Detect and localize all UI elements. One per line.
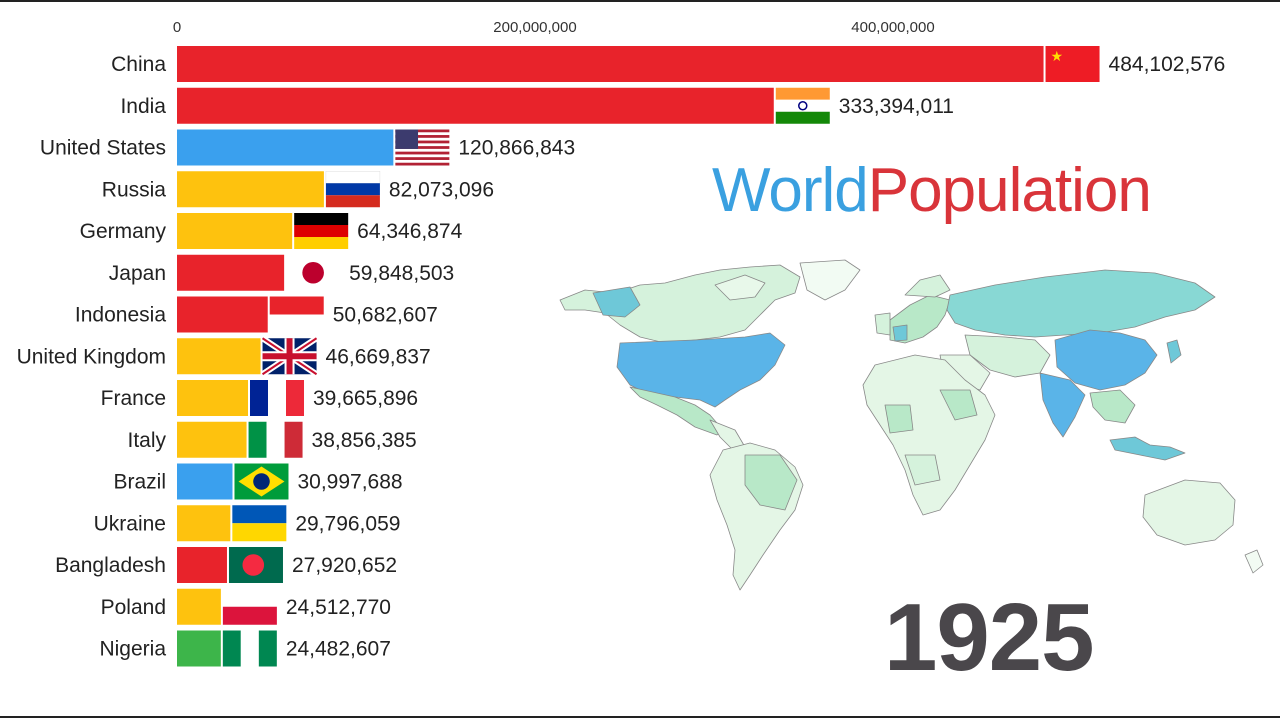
bar	[177, 338, 261, 375]
category-label: Japan	[109, 262, 166, 285]
value-label: 59,848,503	[349, 262, 454, 285]
bar-row: Italy 38,856,385	[127, 421, 417, 458]
nigeria-flag-icon	[222, 630, 277, 667]
category-label: United Kingdom	[17, 345, 166, 368]
x-tick-label: 400,000,000	[851, 19, 934, 36]
value-label: 30,997,688	[297, 471, 402, 494]
bar	[177, 380, 249, 416]
bar	[177, 296, 268, 333]
japan-flag-icon	[286, 254, 341, 291]
category-label: Italy	[127, 429, 166, 452]
italy-flag-icon	[248, 421, 303, 458]
category-label: Germany	[80, 220, 167, 243]
category-label: Brazil	[113, 471, 166, 494]
value-label: 46,669,837	[326, 345, 431, 368]
value-label: 27,920,652	[292, 554, 397, 577]
bar	[177, 46, 1044, 82]
bar-row: Indonesia 50,682,607	[75, 296, 438, 333]
bottom-border	[0, 716, 1280, 718]
india-flag-icon	[775, 87, 830, 124]
bar	[177, 254, 285, 291]
value-label: 484,102,576	[1109, 53, 1226, 76]
brazil-flag-icon	[234, 463, 289, 500]
bar-row: France 39,665,896	[101, 380, 418, 416]
usa-flag-icon	[395, 129, 450, 166]
bars: China ★ 484,102,576 India 333,394,011 United …	[17, 46, 1225, 667]
bangladesh-flag-icon	[228, 547, 283, 583]
x-axis-ticks: 0 200,000,000 400,000,000	[173, 19, 935, 36]
value-label: 24,512,770	[286, 596, 391, 619]
category-label: Ukraine	[94, 512, 166, 535]
category-label: Nigeria	[99, 638, 166, 661]
bar-row: United States 120,866,843	[40, 129, 575, 166]
bar	[177, 171, 324, 208]
poland-flag-icon	[222, 588, 277, 625]
value-label: 333,394,011	[839, 95, 954, 118]
bar	[177, 547, 227, 583]
france-flag-icon	[250, 380, 305, 416]
title-population: Population	[867, 156, 1152, 225]
x-tick-label: 200,000,000	[493, 19, 576, 36]
category-label: France	[101, 387, 166, 410]
bar-row: China ★ 484,102,576	[111, 46, 1225, 82]
bar-row: Germany 64,346,874	[80, 213, 463, 249]
bar-row: Nigeria 24,482,607	[99, 630, 391, 667]
year-label: 1925	[884, 584, 1095, 691]
category-label: United States	[40, 137, 166, 160]
value-label: 38,856,385	[312, 429, 417, 452]
value-label: 120,866,843	[458, 137, 575, 160]
category-label: Russia	[102, 178, 167, 201]
value-label: 39,665,896	[313, 387, 418, 410]
bar	[177, 213, 293, 249]
bar	[177, 421, 247, 458]
bar-row: Poland 24,512,770	[101, 588, 391, 625]
category-label: Indonesia	[75, 304, 166, 327]
bar-row: Brazil 30,997,688	[113, 463, 403, 500]
bar-row: Ukraine 29,796,059	[94, 505, 400, 542]
bar	[177, 630, 221, 667]
category-label: China	[111, 53, 166, 76]
value-label: 50,682,607	[333, 304, 438, 327]
china-flag-icon: ★	[1045, 46, 1100, 82]
value-label: 82,073,096	[389, 178, 494, 201]
category-label: Bangladesh	[55, 554, 166, 577]
title-world: World	[712, 156, 869, 225]
svg-text:★: ★	[1051, 49, 1064, 65]
value-label: 64,346,874	[357, 220, 462, 243]
bar-row: Bangladesh 27,920,652	[55, 547, 397, 583]
chart-title: WorldPopulation	[712, 160, 1152, 222]
ukraine-flag-icon	[232, 505, 287, 542]
category-label: Poland	[101, 596, 166, 619]
uk-flag-icon	[260, 335, 319, 377]
germany-flag-icon	[294, 213, 349, 249]
top-border	[0, 0, 1280, 2]
bar	[177, 505, 231, 542]
bar	[177, 463, 233, 500]
bar	[177, 588, 221, 625]
world-map-icon	[559, 259, 1264, 591]
russia-flag-icon	[325, 171, 381, 208]
bar-row: United Kingdom 46,669,837	[17, 335, 431, 377]
value-label: 29,796,059	[295, 512, 400, 535]
category-label: India	[120, 95, 166, 118]
bar	[177, 129, 394, 166]
x-tick-label: 0	[173, 19, 181, 36]
bar	[177, 87, 774, 124]
bar-row: Japan 59,848,503	[109, 254, 454, 291]
bar-row: India 333,394,011	[120, 87, 954, 124]
indonesia-flag-icon	[269, 296, 324, 333]
value-label: 24,482,607	[286, 638, 391, 661]
bar-row: Russia 82,073,096	[102, 171, 494, 208]
